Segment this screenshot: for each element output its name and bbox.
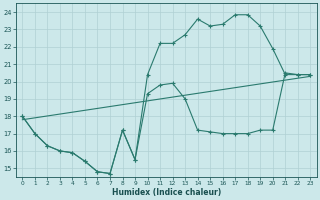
X-axis label: Humidex (Indice chaleur): Humidex (Indice chaleur) bbox=[112, 188, 221, 197]
